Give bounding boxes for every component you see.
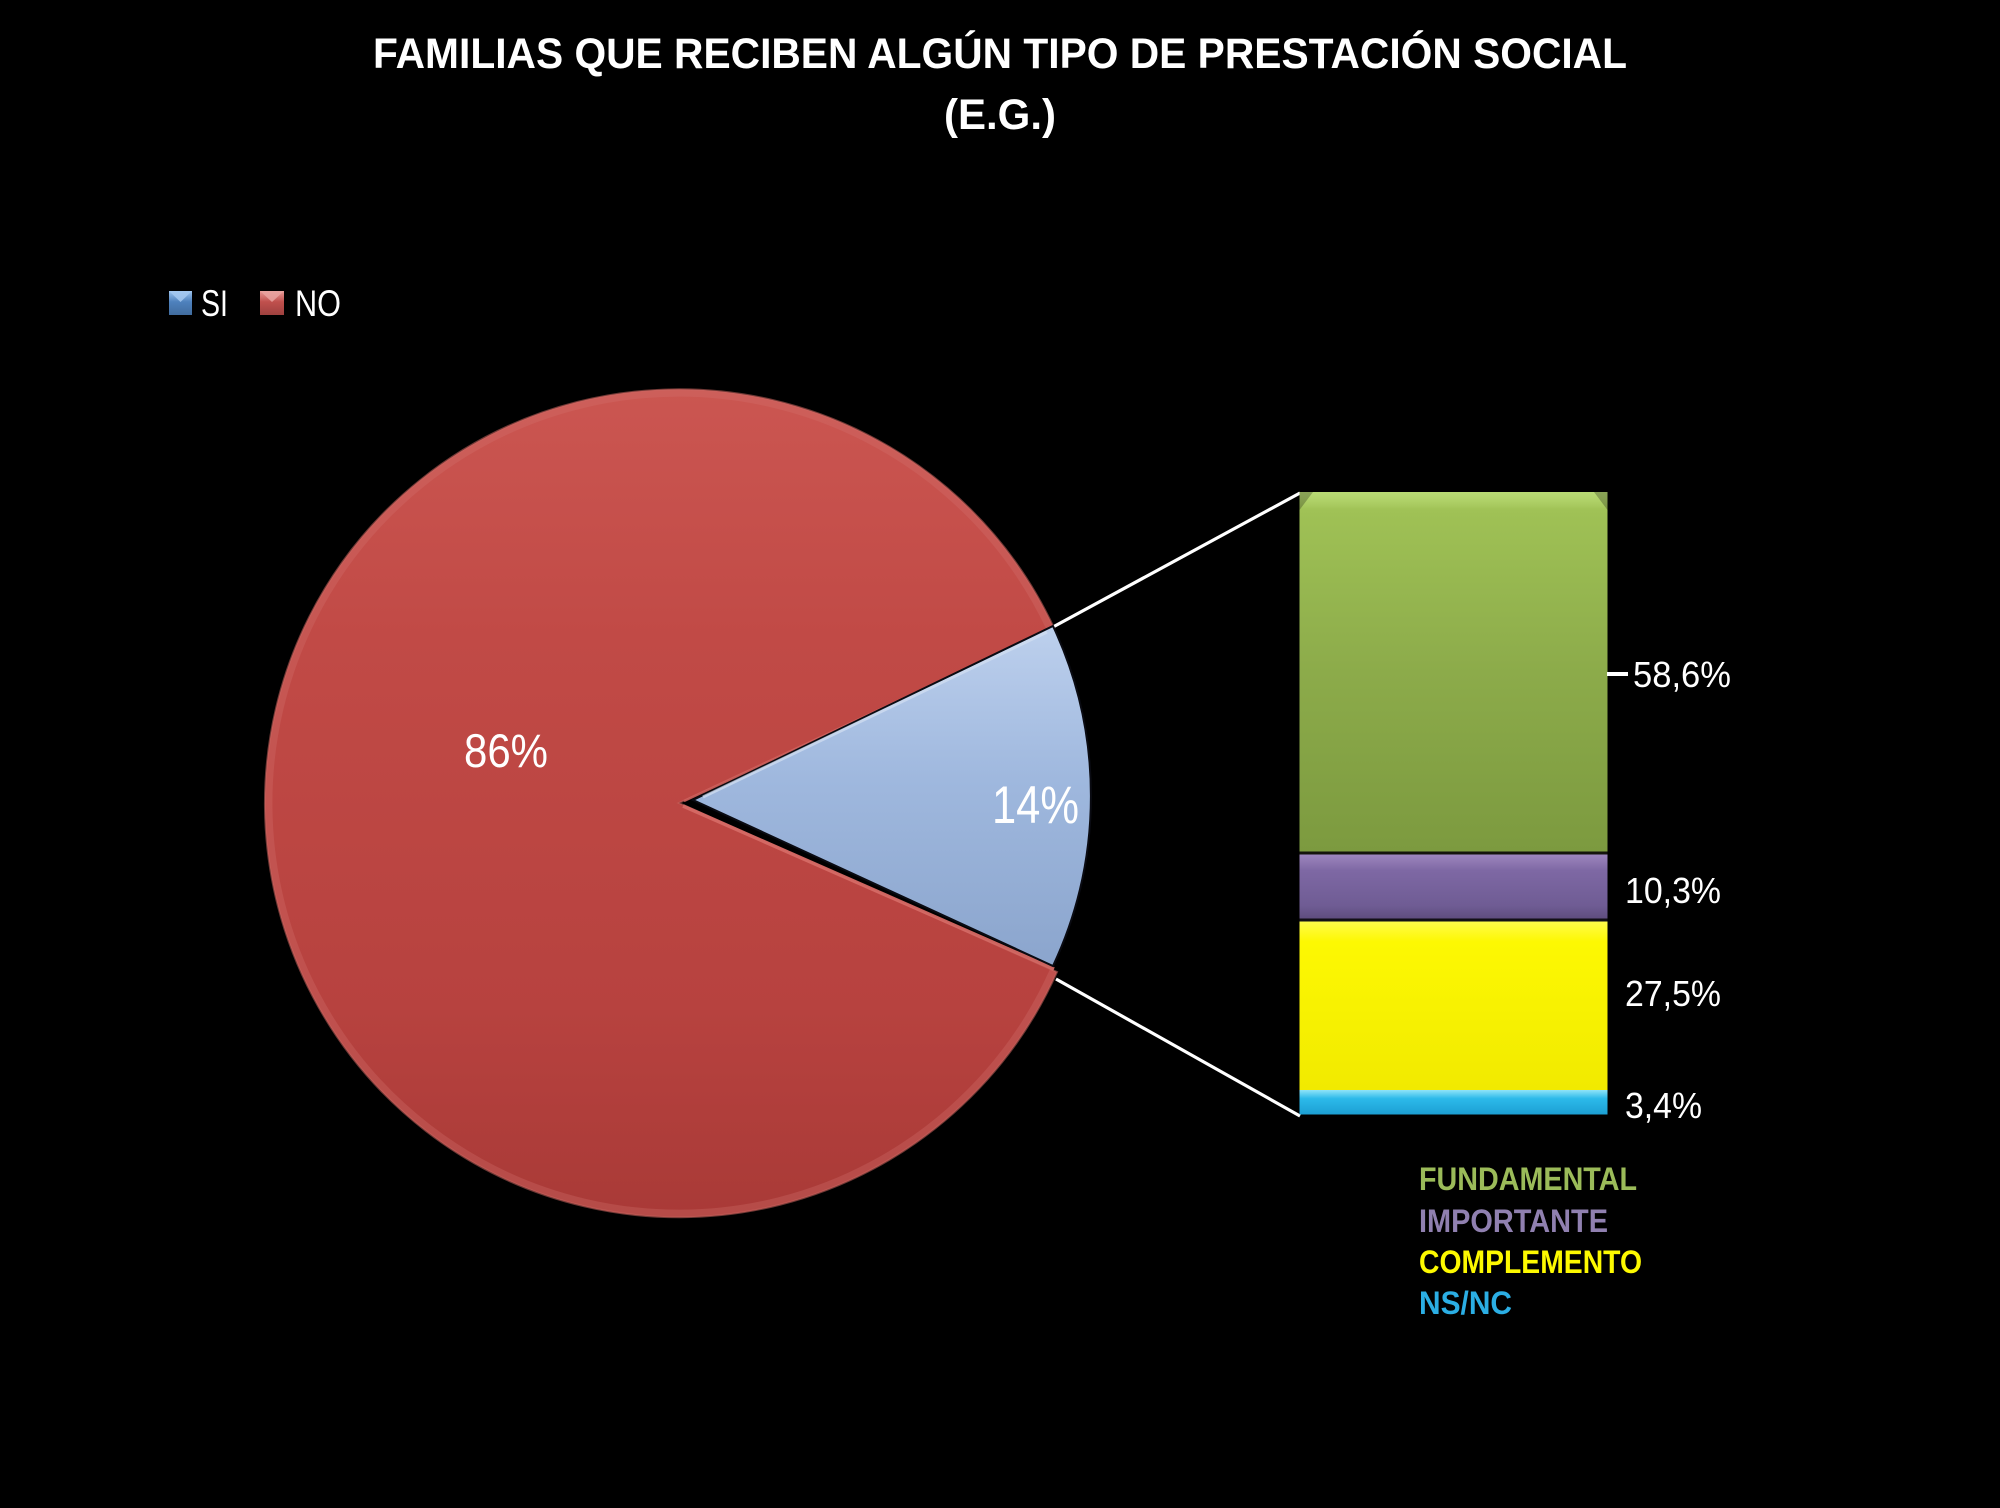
svg-text:COMPLEMENTO: COMPLEMENTO [1419,1244,1642,1280]
svg-text:27,5%: 27,5% [1625,973,1721,1014]
svg-text:10,3%: 10,3% [1625,870,1721,911]
svg-text:FAMILIAS QUE RECIBEN ALGÚN TIP: FAMILIAS QUE RECIBEN ALGÚN TIPO DE PREST… [373,29,1627,78]
svg-text:SI: SI [201,283,228,324]
svg-text:NO: NO [295,283,341,324]
svg-text:58,6%: 58,6% [1633,654,1731,695]
svg-text:14%: 14% [992,776,1079,835]
svg-text:IMPORTANTE: IMPORTANTE [1419,1203,1608,1239]
svg-text:(E.G.): (E.G.) [944,91,1056,139]
svg-text:86%: 86% [464,724,548,777]
svg-text:NS/NC: NS/NC [1419,1285,1512,1321]
svg-text:FUNDAMENTAL: FUNDAMENTAL [1419,1161,1637,1197]
svg-text:3,4%: 3,4% [1625,1085,1702,1126]
